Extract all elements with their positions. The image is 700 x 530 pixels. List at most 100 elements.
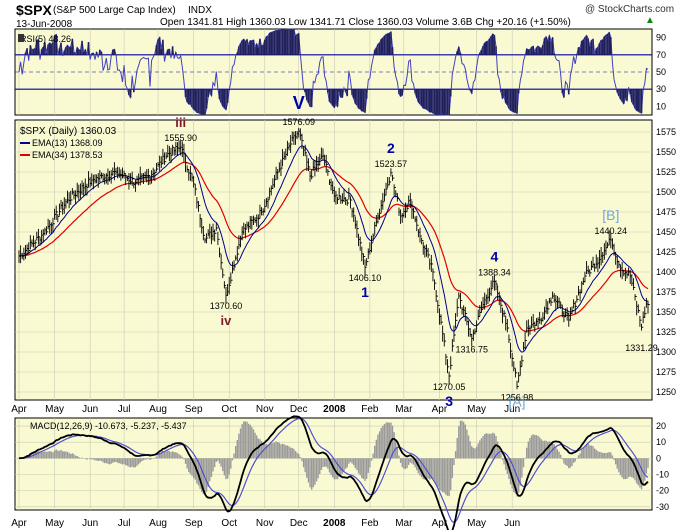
x-tick-label: Nov	[256, 404, 274, 415]
macd-histogram-bar	[513, 458, 515, 493]
macd-histogram-bar	[222, 458, 224, 472]
wave-label: 2	[387, 140, 395, 156]
macd-histogram-bar	[441, 458, 444, 493]
macd-histogram-bar	[201, 458, 203, 492]
macd-histogram-bar	[483, 434, 486, 459]
macd-histogram-bar	[149, 458, 151, 460]
macd-histogram-bar	[175, 452, 177, 459]
x-tick-label: Jul	[118, 518, 131, 529]
macd-histogram-bar	[301, 458, 303, 462]
macd-histogram-bar	[264, 444, 266, 459]
macd-histogram-bar	[647, 458, 649, 468]
macd-histogram-bar	[247, 423, 250, 459]
macd-histogram-bar	[37, 451, 40, 459]
macd-histogram-bar	[369, 458, 371, 468]
x-tick-label: Oct	[221, 518, 237, 529]
rsi-legend: RSI(5) 48.26	[20, 34, 71, 44]
macd-histogram-bar	[590, 445, 593, 459]
macd-histogram-bar	[521, 458, 523, 478]
macd-histogram-bar	[94, 458, 96, 461]
up-triangle-icon: ▲	[645, 15, 655, 26]
macd-histogram-bar	[524, 457, 526, 459]
macd-histogram-bar	[490, 433, 492, 459]
macd-histogram-bar	[433, 458, 436, 481]
macd-histogram-bar	[296, 452, 298, 459]
price-tick-label: 1400	[656, 267, 676, 277]
macd-histogram-bar	[307, 458, 310, 483]
macd-histogram-bar	[412, 458, 415, 465]
x-tick-label: Feb	[361, 404, 379, 415]
price-legend-title: $SPX (Daily) 1360.03	[20, 126, 117, 137]
macd-histogram-bar	[304, 458, 306, 473]
macd-histogram-bar	[637, 458, 639, 486]
macd-histogram-bar	[289, 447, 292, 459]
macd-histogram-bar	[351, 458, 353, 464]
macd-histogram-bar	[558, 451, 560, 459]
macd-histogram-bar	[519, 458, 521, 486]
macd-histogram-bar	[391, 425, 394, 459]
macd-histogram-bar	[110, 458, 112, 464]
macd-histogram-bar	[522, 458, 525, 468]
macd-histogram-bar	[285, 445, 287, 459]
macd-histogram-bar	[105, 458, 108, 464]
macd-histogram-bar	[479, 440, 481, 459]
macd-histogram-bar	[403, 458, 405, 469]
macd-histogram-bar	[354, 458, 357, 469]
x-tick-label: 2008	[323, 518, 346, 529]
macd-legend: MACD(12,26,9) -10.673, -5.237, -5.437	[30, 421, 187, 431]
macd-histogram-bar	[81, 457, 83, 459]
macd-histogram-bar	[532, 434, 534, 459]
macd-histogram-bar	[118, 458, 120, 464]
macd-histogram-bar	[277, 441, 279, 459]
macd-histogram-bar	[293, 448, 295, 459]
macd-histogram-bar	[171, 451, 174, 459]
macd-histogram-bar	[112, 458, 114, 463]
stockcharts-credit: @ StockCharts.com	[585, 4, 675, 15]
macd-histogram-bar	[128, 458, 130, 467]
chart-exchange: INDX	[188, 5, 212, 16]
macd-histogram-bar	[218, 458, 221, 464]
macd-histogram-bar	[589, 445, 591, 459]
macd-histogram-bar	[451, 458, 454, 479]
macd-histogram-bar	[260, 441, 263, 459]
price-tick-label: 1275	[656, 367, 676, 377]
macd-histogram-bar	[482, 435, 484, 459]
macd-histogram-bar	[66, 451, 69, 459]
macd-histogram-bar	[312, 458, 314, 488]
macd-histogram-bar	[86, 458, 88, 460]
wave-label: V	[293, 93, 305, 113]
macd-histogram-bar	[71, 453, 74, 459]
macd-histogram-bar	[299, 457, 302, 459]
macd-histogram-bar	[629, 458, 631, 477]
macd-histogram-bar	[265, 444, 268, 459]
macd-histogram-bar	[495, 436, 497, 459]
macd-histogram-bar	[144, 458, 146, 460]
macd-histogram-bar	[346, 458, 348, 468]
macd-histogram-bar	[338, 458, 340, 477]
macd-histogram-bar	[362, 458, 365, 480]
macd-histogram-bar	[142, 458, 145, 461]
macd-histogram-bar	[388, 422, 390, 459]
macd-histogram-bar	[92, 458, 95, 460]
macd-histogram-bar	[614, 458, 617, 465]
price-value-label: 1370.60	[210, 301, 243, 311]
macd-histogram-bar	[278, 442, 281, 459]
macd-histogram-bar	[353, 458, 355, 466]
macd-histogram-bar	[113, 458, 116, 463]
x-tick-label: Apr	[432, 518, 448, 529]
macd-histogram-bar	[306, 458, 308, 478]
rsi-tick-label: 50	[656, 67, 666, 77]
macd-histogram-bar	[103, 458, 106, 464]
macd-histogram-bar	[477, 443, 479, 459]
macd-histogram-bar	[209, 458, 211, 482]
price-tick-label: 1500	[656, 187, 676, 197]
wave-label: iii	[175, 115, 186, 130]
price-tick-label: 1575	[656, 127, 676, 137]
macd-histogram-bar	[134, 458, 137, 468]
macd-histogram-bar	[365, 458, 368, 479]
macd-histogram-bar	[466, 429, 468, 459]
macd-histogram-bar	[226, 458, 229, 479]
macd-histogram-bar	[542, 440, 544, 459]
macd-histogram-bar	[146, 458, 148, 460]
